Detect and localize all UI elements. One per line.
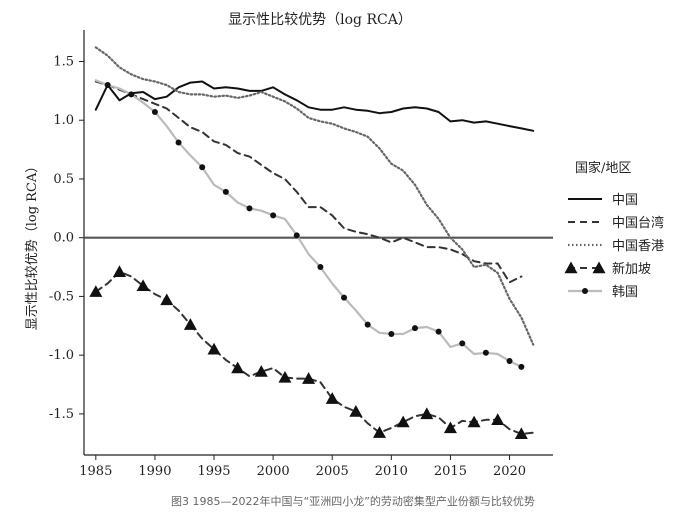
x-tick-label: 2020 <box>493 464 526 479</box>
series-1 <box>94 80 535 132</box>
y-tick-label: 0.5 <box>53 172 74 187</box>
data-point <box>435 328 442 335</box>
y-tick-label: -1.5 <box>49 407 74 422</box>
y-tick-label: -1.0 <box>49 348 74 363</box>
data-point <box>207 342 221 355</box>
x-tick-label: 2010 <box>375 464 408 479</box>
data-point <box>459 340 466 347</box>
series-2 <box>94 80 523 284</box>
data-point <box>482 349 489 356</box>
series-line <box>94 46 535 346</box>
data-point <box>175 139 182 146</box>
data-point <box>89 285 103 297</box>
data-point <box>518 363 525 370</box>
plot-area: 1.5 1.0 0.5 0.0 -0.5 -1.0 -1.5 1985 1990 1995 2000… <box>49 30 553 479</box>
data-point <box>270 212 277 219</box>
x-tick-label: 1985 <box>79 464 112 479</box>
legend-marker <box>582 288 588 294</box>
data-point <box>104 81 111 88</box>
data-point <box>254 365 268 377</box>
series-line <box>94 80 523 284</box>
data-point <box>278 370 292 383</box>
data-point <box>222 188 229 195</box>
series-5 <box>94 79 525 370</box>
series-line <box>94 80 535 132</box>
series-line <box>94 270 535 435</box>
figure-caption: 图3 1985—2022年中国与“亚洲四小龙”的劳动密集型产业份额与比较优势 <box>171 494 535 508</box>
x-tick-label: 1990 <box>138 464 171 479</box>
series-4 <box>89 265 535 440</box>
data-point <box>364 321 371 328</box>
data-point <box>411 325 418 332</box>
data-point <box>112 265 126 277</box>
x-tick-label: 2000 <box>257 464 290 479</box>
data-point <box>183 318 197 330</box>
x-tick-label: 1995 <box>197 464 230 479</box>
data-point <box>136 279 150 292</box>
data-point <box>246 205 253 212</box>
data-point <box>128 91 135 98</box>
y-tick-label: 0.0 <box>53 231 74 246</box>
data-point <box>514 427 528 440</box>
data-point <box>293 232 300 239</box>
data-point <box>396 415 410 428</box>
legend-title: 国家/地区 <box>575 160 631 176</box>
y-tick-label: 1.0 <box>53 113 74 128</box>
y-tick-label: -0.5 <box>49 289 74 304</box>
x-tick-label: 2015 <box>434 464 467 479</box>
data-point <box>506 358 513 365</box>
legend-label: 中国台湾 <box>612 215 664 231</box>
chart-title: 显示性比较优势（log RCA） <box>228 12 412 28</box>
data-point <box>160 293 174 306</box>
legend-label: 韩国 <box>612 285 638 300</box>
data-point <box>443 421 457 434</box>
data-point <box>231 361 245 374</box>
legend-label: 中国 <box>612 193 638 208</box>
data-point <box>151 109 158 116</box>
legend-marker <box>592 261 606 274</box>
y-tick-label: 1.5 <box>53 54 74 69</box>
x-tick-label: 2005 <box>316 464 349 479</box>
series-3 <box>94 46 535 346</box>
data-point <box>388 331 395 338</box>
data-point <box>467 415 481 428</box>
data-point <box>199 164 206 171</box>
data-point <box>317 264 324 271</box>
data-point <box>325 392 339 404</box>
data-point <box>341 294 348 301</box>
data-point <box>420 407 434 420</box>
y-axis-label: 显示性比较优势（log RCA） <box>24 160 40 331</box>
legend-label: 中国香港 <box>612 239 664 254</box>
data-point <box>373 426 387 438</box>
legend-marker <box>564 261 578 274</box>
legend-label: 新加坡 <box>612 261 651 277</box>
series-line <box>94 79 523 368</box>
data-point <box>349 405 363 417</box>
data-point <box>491 413 505 425</box>
data-point <box>302 372 316 384</box>
